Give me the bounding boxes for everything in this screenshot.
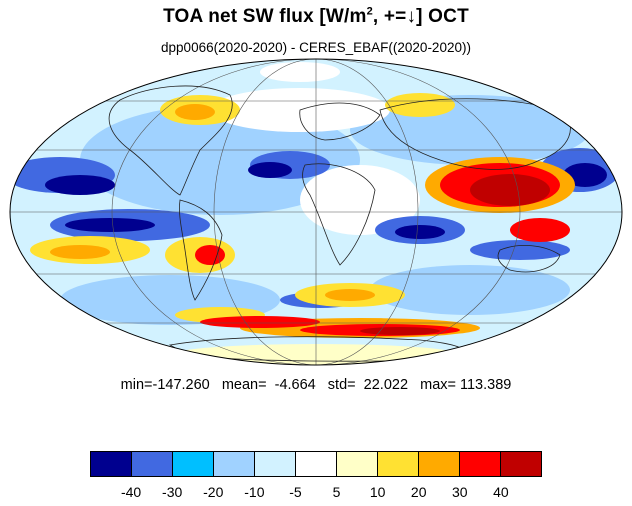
map-border [9, 58, 623, 366]
colorbar [90, 451, 542, 477]
colorbar-box-8 [419, 452, 460, 476]
colorbar-label-6: 10 [369, 484, 386, 500]
colorbar-box-9 [460, 452, 501, 476]
colorbar-box-6 [337, 452, 378, 476]
plot-title: TOA net SW flux [W/m2, +=↓] OCT [163, 5, 469, 27]
colorbar-box-0 [91, 452, 132, 476]
colorbar-label-7: 20 [410, 484, 427, 500]
colorbar-box-3 [214, 452, 255, 476]
colorbar-label-3: -10 [244, 484, 265, 500]
colorbar-label-8: 30 [452, 484, 468, 500]
colorbar-label-4: -5 [289, 484, 302, 500]
colorbar-label-1: -30 [162, 484, 183, 500]
graticule [10, 59, 622, 365]
colorbar-box-7 [378, 452, 419, 476]
colorbar-label-5: 5 [332, 484, 341, 500]
colorbar-box-5 [296, 452, 337, 476]
colorbar-box-4 [255, 452, 296, 476]
colorbar-box-1 [132, 452, 173, 476]
colorbar-label-0: -40 [120, 484, 142, 500]
colorbar-box-2 [173, 452, 214, 476]
stats-line: min=-147.260 mean= -4.664 std= 22.022 ma… [120, 377, 512, 393]
colorbar-box-10 [501, 452, 541, 476]
plot-subtitle: dpp0066(2020-2020) - CERES_EBAF((2020-20… [161, 40, 471, 55]
colorbar-label-9: 40 [493, 484, 509, 500]
colorbar-label-2: -20 [203, 484, 224, 500]
